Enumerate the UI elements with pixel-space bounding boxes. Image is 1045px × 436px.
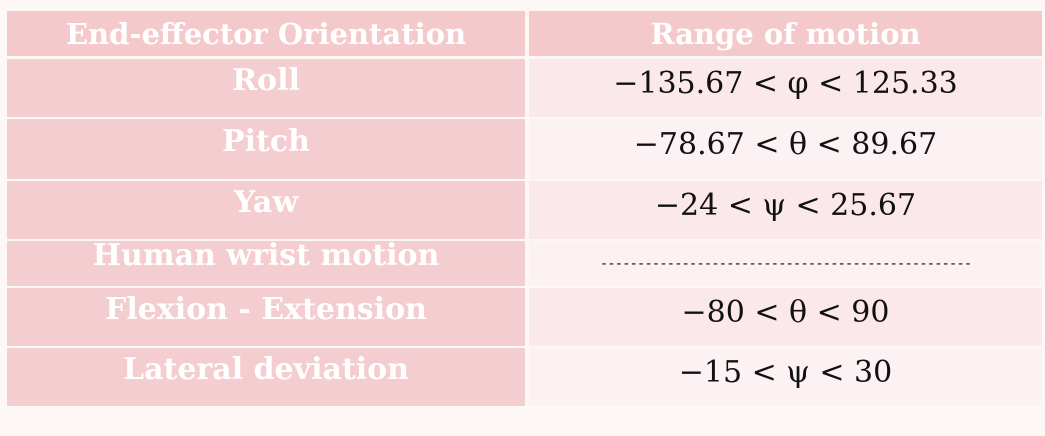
table-row: Yaw −24 < ψ < 25.67 [7, 181, 1042, 241]
row-label-text: Human wrist motion [92, 238, 440, 273]
table-row: Roll −135.67 < φ < 125.33 [7, 59, 1042, 119]
row-label-text: Roll [232, 62, 300, 98]
header-range: Range of motion [525, 11, 1042, 59]
row-value: −24 < ψ < 25.67 [525, 181, 1042, 241]
row-value: −15 < ψ < 30 [525, 348, 1042, 408]
row-label-text: Pitch [222, 123, 310, 159]
row-value: −78.67 < θ < 89.67 [525, 119, 1042, 181]
row-label-text: Lateral deviation [123, 351, 409, 387]
row-value: ----------------------------------------… [525, 241, 1042, 288]
row-label-text: Yaw [233, 184, 299, 220]
row-value-text: −80 < θ < 90 [681, 294, 890, 330]
table-row: Flexion - Extension −80 < θ < 90 [7, 288, 1042, 348]
table-row: Human wrist motion ---------------------… [7, 238, 1042, 288]
row-label: Yaw [7, 181, 525, 241]
header-row: End-effector Orientation Range of motion [7, 11, 1042, 59]
row-value-text: −135.67 < φ < 125.33 [613, 65, 958, 101]
row-value: −80 < θ < 90 [525, 288, 1042, 348]
row-value-text: −24 < ψ < 25.67 [654, 187, 917, 223]
row-label: Lateral deviation [7, 348, 525, 408]
row-label: Roll [7, 59, 525, 119]
dashed-line-text: ----------------------------------------… [599, 256, 972, 272]
row-label: Pitch [7, 119, 525, 181]
row-value: −135.67 < φ < 125.33 [525, 59, 1042, 119]
range-of-motion-table: End-effector Orientation Range of motion… [7, 11, 1042, 408]
row-value-text: −78.67 < θ < 89.67 [633, 126, 938, 162]
row-value-text: −15 < ψ < 30 [678, 354, 893, 390]
header-orientation: End-effector Orientation [7, 11, 525, 59]
row-label: Flexion - Extension [7, 288, 525, 348]
table-row: Pitch −78.67 < θ < 89.67 [7, 119, 1042, 181]
row-label-text: Flexion - Extension [105, 291, 427, 327]
table-row: Lateral deviation −15 < ψ < 30 [7, 348, 1042, 408]
table-container: End-effector Orientation Range of motion… [7, 11, 1042, 408]
row-label: Human wrist motion [7, 238, 525, 288]
